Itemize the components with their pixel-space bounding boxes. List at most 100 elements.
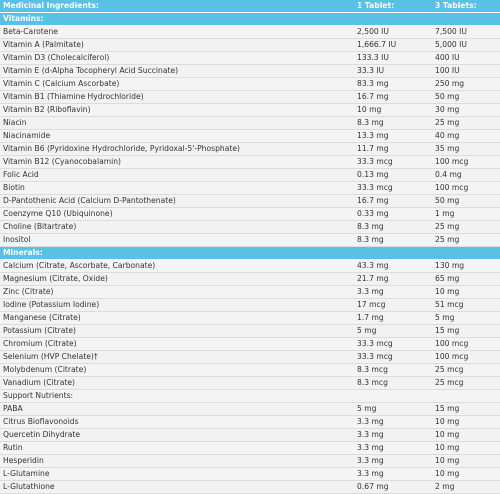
- ingredient-name: Manganese (Citrate): [0, 311, 354, 325]
- table-row: Molybdenum (Citrate) 8.3 mcg 25 mcg: [0, 363, 500, 377]
- section-header-row: Vitamins:: [0, 12, 500, 26]
- ingredient-name: Zinc (Citrate): [0, 285, 354, 299]
- table-row: PABA 5 mg 15 mg: [0, 402, 500, 416]
- amount-three-tablets: 40 mg: [432, 129, 500, 143]
- amount-one-tablet: 3.3 mg: [354, 467, 432, 481]
- table-row: Vitamin B2 (Riboflavin) 10 mg 30 mg: [0, 103, 500, 117]
- amount-three-tablets: 0.4 mg: [432, 168, 500, 182]
- table-row: Beta-Carotene 2,500 IU 7,500 IU: [0, 25, 500, 39]
- amount-three-tablets: [432, 389, 500, 403]
- table-row: Manganese (Citrate) 1.7 mg 5 mg: [0, 311, 500, 325]
- ingredient-name: Quercetin Dihydrate: [0, 428, 354, 442]
- amount-three-tablets: 100 mcg: [432, 181, 500, 195]
- table-row: Niacinamide 13.3 mg 40 mg: [0, 129, 500, 143]
- table-row: L-Glutamine 3.3 mg 10 mg: [0, 467, 500, 481]
- amount-one-tablet: 43.3 mg: [354, 259, 432, 273]
- ingredient-name: Inositol: [0, 233, 354, 247]
- amount-three-tablets: 5 mg: [432, 311, 500, 325]
- amount-one-tablet: 33.3 mcg: [354, 181, 432, 195]
- amount-one-tablet: 3.3 mg: [354, 454, 432, 468]
- amount-one-tablet: 8.3 mg: [354, 116, 432, 130]
- amount-three-tablets: 25 mcg: [432, 376, 500, 390]
- amount-three-tablets: 10 mg: [432, 428, 500, 442]
- amount-one-tablet: 3.3 mg: [354, 428, 432, 442]
- amount-one-tablet: 8.3 mg: [354, 220, 432, 234]
- table-row: Biotin 33.3 mcg 100 mcg: [0, 181, 500, 195]
- table-row: Vitamin C (Calcium Ascorbate) 83.3 mg 250 …: [0, 77, 500, 91]
- table-row: Choline (Bitartrate) 8.3 mg 25 mg: [0, 220, 500, 234]
- amount-one-tablet: 0.33 mg: [354, 207, 432, 221]
- amount-one-tablet: 10 mg: [354, 103, 432, 117]
- section-title: Vitamins:: [0, 12, 500, 26]
- amount-one-tablet: 1.7 mg: [354, 311, 432, 325]
- ingredient-name: Folic Acid: [0, 168, 354, 182]
- ingredient-name: Vitamin B2 (Riboflavin): [0, 103, 354, 117]
- amount-one-tablet: 33.3 mcg: [354, 155, 432, 169]
- amount-one-tablet: 16.7 mg: [354, 194, 432, 208]
- amount-one-tablet: 3.3 mg: [354, 285, 432, 299]
- amount-one-tablet: 33.3 mcg: [354, 337, 432, 351]
- table-row: Citrus Bioflavonoids 3.3 mg 10 mg: [0, 415, 500, 429]
- amount-one-tablet: 5 mg: [354, 402, 432, 416]
- ingredient-name: Calcium (Citrate, Ascorbate, Carbonate): [0, 259, 354, 273]
- ingredient-name: Vitamin B12 (Cyanocobalamin): [0, 155, 354, 169]
- amount-three-tablets: 25 mg: [432, 116, 500, 130]
- header-three-tablets: 3 Tablets:: [432, 0, 500, 13]
- table-row: Iodine (Potassium Iodine) 17 mcg 51 mcg: [0, 298, 500, 312]
- ingredient-name: Coenzyme Q10 (Ubiquinone): [0, 207, 354, 221]
- table-row: Selenium (HVP Chelate)† 33.3 mcg 100 mcg: [0, 350, 500, 364]
- amount-three-tablets: 10 mg: [432, 441, 500, 455]
- amount-three-tablets: 50 mg: [432, 90, 500, 104]
- amount-three-tablets: 25 mg: [432, 220, 500, 234]
- amount-three-tablets: 2 mg: [432, 480, 500, 494]
- amount-three-tablets: 65 mg: [432, 272, 500, 286]
- amount-three-tablets: 15 mg: [432, 402, 500, 416]
- amount-one-tablet: 8.3 mg: [354, 233, 432, 247]
- ingredient-name: Chromium (Citrate): [0, 337, 354, 351]
- table-row: D-Pantothenic Acid (Calcium D-Pantothena…: [0, 194, 500, 208]
- amount-one-tablet: 33.3 mcg: [354, 350, 432, 364]
- table-row: Folic Acid 0.13 mg 0.4 mg: [0, 168, 500, 182]
- ingredient-name: L-Glutathione: [0, 480, 354, 494]
- amount-three-tablets: 10 mg: [432, 454, 500, 468]
- amount-one-tablet: 3.3 mg: [354, 415, 432, 429]
- ingredient-name: Vitamin D3 (Cholecalciferol): [0, 51, 354, 65]
- table-row: Vitamin B12 (Cyanocobalamin) 33.3 mcg 100 …: [0, 155, 500, 169]
- amount-three-tablets: 5,000 IU: [432, 38, 500, 52]
- table-row: Chromium (Citrate) 33.3 mcg 100 mcg: [0, 337, 500, 351]
- ingredient-name: Beta-Carotene: [0, 25, 354, 39]
- amount-three-tablets: 400 IU: [432, 51, 500, 65]
- table-row: Vitamin B1 (Thiamine Hydrochloride) 16.7 …: [0, 90, 500, 104]
- ingredient-name: Vitamin A (Palmitate): [0, 38, 354, 52]
- table-row: Niacin 8.3 mg 25 mg: [0, 116, 500, 130]
- amount-three-tablets: 30 mg: [432, 103, 500, 117]
- amount-one-tablet: 16.7 mg: [354, 90, 432, 104]
- amount-one-tablet: 133.3 IU: [354, 51, 432, 65]
- amount-one-tablet: 8.3 mcg: [354, 363, 432, 377]
- amount-three-tablets: 15 mg: [432, 324, 500, 338]
- ingredient-name: L-Glutamine: [0, 467, 354, 481]
- table-row: Vitamin A (Palmitate) 1,666.7 IU 5,000 IU: [0, 38, 500, 52]
- amount-three-tablets: 100 mcg: [432, 155, 500, 169]
- ingredient-name: Biotin: [0, 181, 354, 195]
- ingredient-name: D-Pantothenic Acid (Calcium D-Pantothena…: [0, 194, 354, 208]
- ingredient-name: Choline (Bitartrate): [0, 220, 354, 234]
- ingredient-name: Vitamin C (Calcium Ascorbate): [0, 77, 354, 91]
- table-row: Inositol 8.3 mg 25 mg: [0, 233, 500, 247]
- table-row: Coenzyme Q10 (Ubiquinone) 0.33 mg 1 mg: [0, 207, 500, 221]
- table-row: Rutin 3.3 mg 10 mg: [0, 441, 500, 455]
- amount-three-tablets: 7,500 IU: [432, 25, 500, 39]
- ingredient-name: Vitamin B1 (Thiamine Hydrochloride): [0, 90, 354, 104]
- table-row: Vitamin B6 (Pyridoxine Hydrochloride, Py…: [0, 142, 500, 156]
- amount-one-tablet: 0.67 mg: [354, 480, 432, 494]
- amount-one-tablet: [354, 389, 432, 403]
- amount-one-tablet: 8.3 mcg: [354, 376, 432, 390]
- amount-three-tablets: 10 mg: [432, 467, 500, 481]
- ingredient-name: Molybdenum (Citrate): [0, 363, 354, 377]
- table-row: L-Glutathione 0.67 mg 2 mg: [0, 480, 500, 494]
- amount-three-tablets: 50 mg: [432, 194, 500, 208]
- amount-one-tablet: 0.13 mg: [354, 168, 432, 182]
- amount-three-tablets: 100 IU: [432, 64, 500, 78]
- ingredient-name: Niacinamide: [0, 129, 354, 143]
